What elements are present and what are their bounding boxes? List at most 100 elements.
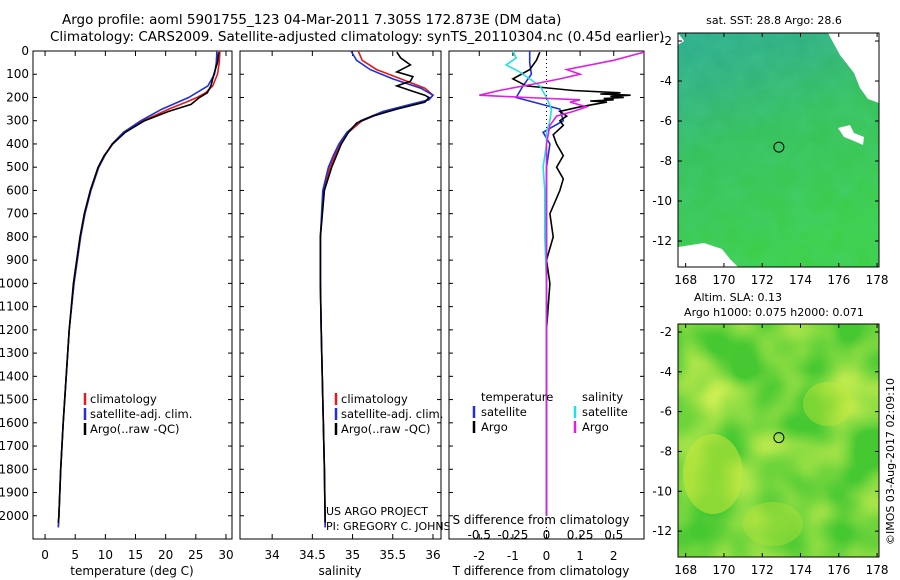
legend-title-temperature: temperature [481,390,553,404]
depth-tick-label: 1800 [0,462,29,476]
x-tick-label: 5 [71,548,79,562]
map-y-tick-label: -6 [660,405,672,419]
map-x-tick-label: 176 [827,563,850,577]
sla-high-anomaly-east [803,382,853,426]
map-y-tick-label: -8 [660,444,672,458]
series-line-argo-raw-qc- [57,52,220,523]
depth-tick-label: 700 [6,207,29,221]
map-x-tick-label: 168 [674,273,697,287]
depth-tick-label: 600 [6,183,29,197]
x-tick-label: 35.5 [379,548,406,562]
depth-tick-label: 500 [6,160,29,174]
map-y-tick-label: -10 [652,194,672,208]
sla-argo-float-marker [773,432,785,444]
temperature-axes-frame [32,50,233,540]
sst-map-frame [677,32,880,268]
salinity-x-axis: 34 34.5 35 35.5 36 [240,50,441,562]
map-x-tick-label: 178 [866,273,889,287]
x-tick-label: -2 [473,549,485,563]
legend-label: Argo(..raw -QC) [341,422,431,436]
legend-label: climatology [90,392,157,406]
depth-tick-label: 1300 [0,346,29,360]
s-tick-label: -0.5 [468,528,491,542]
x-tick-label: 0 [41,548,49,562]
depth-axis: 0 100 200 300 400 500 600 700 800 900 1000 1100 1200… [0,44,29,523]
legend-label: Argo [481,420,508,434]
depth-tick-label: 1700 [0,439,29,453]
map-y-tick-label: -2 [660,34,672,48]
land-mask-southwest [678,243,738,267]
legend-label: satellite [582,405,628,419]
s-tick-label: 0.5 [604,528,623,542]
series-line-argo-raw-qc- [319,51,431,523]
legend-label: Argo [582,420,609,434]
sla-high-anomaly-west [683,434,743,514]
x-tick-label: 20 [158,548,173,562]
s-tick-label: 0.25 [567,528,594,542]
depth-tick-label: 1600 [0,416,29,430]
salinity-x-label: salinity [318,564,361,578]
map-x-tick-label: 176 [827,273,850,287]
sst-argo-float-marker [773,141,785,153]
pi-label: PI: GREGORY C. JOHNSON [326,520,467,533]
map-x-tick-label: 174 [789,273,812,287]
depth-tick-label: 100 [6,67,29,81]
imos-credit: ©IMOS 03-Aug-2017 02:09:10 [884,378,897,545]
s-tick-label: -0.25 [497,528,528,542]
x-tick-label: 36 [425,548,440,562]
salinity-panel: 34 34.5 35 35.5 36 salinity climatologysatel… [239,50,467,578]
map-y-tick-label: -2 [660,325,672,339]
difference-series [479,50,645,516]
sst-map-axes: 168 170 172 174 176 178 -2 -4 -6 -8 -10 -12 [652,33,889,287]
map-y-tick-label: -8 [660,154,672,168]
map-y-tick-label: -10 [652,484,672,498]
map-x-tick-label: 170 [712,563,735,577]
s-difference-label: S difference from climatology [453,513,630,527]
legend-label: satellite [481,405,527,419]
sla-map-frame [677,323,880,558]
legend-label: climatology [341,392,408,406]
map-x-tick-label: 170 [712,273,735,287]
x-tick-label: -1 [507,549,519,563]
sla-map-panel: Altim. SLA: 0.13 Argo h1000: 0.075 h2000… [652,291,888,577]
map-x-tick-label: 172 [751,273,774,287]
x-tick-label: 35 [345,548,360,562]
depth-tick-label: 1900 [0,486,29,500]
depth-tick-label: 300 [6,114,29,128]
map-y-tick-label: -4 [660,74,672,88]
figure-title-line-2: Climatology: CARS2009. Satellite-adjuste… [50,29,664,45]
sst-texture [678,33,879,267]
x-tick-label: 1 [576,549,584,563]
sla-map [678,324,879,557]
depth-tick-label: 1400 [0,369,29,383]
temperature-series [57,50,221,528]
temperature-x-label: temperature (deg C) [70,564,193,578]
sst-map-title: sat. SST: 28.8 Argo: 28.6 [706,14,842,27]
legend-label: satellite-adj. clim. [90,407,192,421]
x-tick-label: 15 [128,548,143,562]
depth-tick-label: 800 [6,230,29,244]
salinity-axes-frame [239,50,442,540]
land-mask-island [838,125,864,145]
map-y-tick-label: -4 [660,365,672,379]
map-x-tick-label: 178 [866,563,889,577]
depth-tick-label: 400 [6,137,29,151]
x-tick-label: 34.5 [299,548,326,562]
x-tick-label: 0 [543,549,551,563]
map-y-tick-label: -12 [652,234,672,248]
t-difference-label: T difference from climatology [452,564,630,578]
depth-tick-label: 0 [21,44,29,58]
map-x-tick-label: 168 [674,563,697,577]
x-tick-label: 2 [610,549,618,563]
depth-tick-label: 1200 [0,323,29,337]
series-line-temperature-argo [511,51,631,516]
sla-map-title-line-2: Argo h1000: 0.075 h2000: 0.071 [684,306,864,319]
figure-title-line-1: Argo profile: aoml 5901755_123 04-Mar-20… [62,12,561,28]
sla-high-anomaly-south [743,502,803,546]
depth-tick-label: 2000 [0,509,29,523]
land-mask-corner [678,33,684,45]
